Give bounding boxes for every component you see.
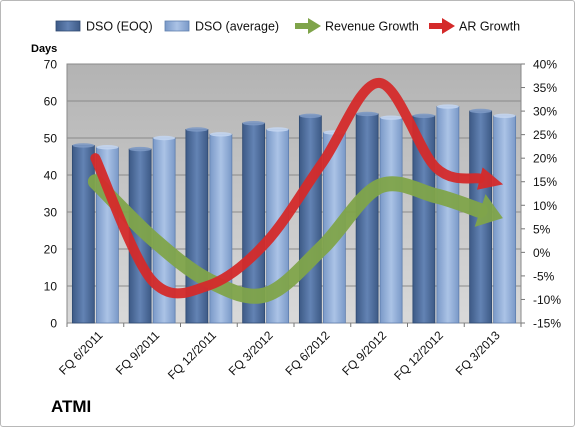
bar-top	[266, 127, 289, 132]
x-tick-label: FQ 9/2011	[113, 328, 163, 378]
y-right-tick-label: 35%	[533, 81, 557, 95]
y-right-tick-label: 30%	[533, 105, 557, 119]
y-left-tick-label: 30	[44, 206, 58, 220]
revenue-growth-curve	[87, 174, 488, 304]
bar-top	[469, 108, 492, 114]
x-tick-label: FQ 6/2012	[283, 328, 333, 378]
bar-top	[153, 135, 176, 141]
bar-dso-eoq	[71, 144, 95, 324]
y-left-tick-label: 70	[44, 58, 58, 72]
bar-top	[436, 104, 459, 109]
y-left-tick-label: 10	[44, 280, 58, 294]
bar-top	[129, 146, 152, 152]
bar-top	[185, 127, 208, 132]
bar-dso-eoq	[355, 113, 379, 324]
y-right-tick-label: -5%	[533, 269, 555, 283]
legend-swatch-dso-average	[164, 20, 190, 32]
bar-dso-eoq	[298, 115, 322, 324]
company-label: ATMI	[51, 397, 92, 416]
y-right-tick-label: 15%	[533, 175, 557, 189]
bar-top	[356, 111, 379, 117]
y-right-tick-label: 5%	[533, 222, 551, 236]
legend-label-revenue-growth: Revenue Growth	[325, 20, 419, 34]
bar-top	[493, 113, 516, 119]
y-right-tick-label: -15%	[533, 317, 561, 331]
y-axis-title: Days	[31, 43, 58, 55]
legend-label-dso-eoq: DSO (EOQ)	[86, 20, 153, 34]
bar-top	[299, 113, 322, 119]
y-left-tick-label: 60	[44, 95, 58, 109]
legend-label-ar-growth: AR Growth	[459, 20, 520, 34]
y-right-tick-label: 20%	[533, 152, 557, 166]
bar-top	[242, 121, 265, 126]
legend-swatch-dso-eoq	[55, 20, 81, 32]
x-tick-label: FQ 3/2012	[226, 328, 276, 378]
bar-top	[96, 145, 119, 150]
y-left-tick-label: 40	[44, 169, 58, 183]
bar-top	[209, 132, 232, 137]
x-tick-label: FQ 9/2012	[339, 328, 389, 378]
y-right-tick-label: 40%	[533, 58, 557, 72]
bar-dso-average	[379, 117, 403, 324]
bar-top	[380, 115, 403, 120]
ar-growth-arrowhead	[477, 167, 504, 190]
bar-dso-average	[436, 106, 460, 324]
y-left-tick-label: 0	[50, 317, 57, 331]
revenue-growth-arrowhead	[474, 194, 503, 227]
bar-top	[412, 113, 435, 119]
y-right-tick-label: -10%	[533, 293, 561, 307]
y-left-tick-label: 50	[44, 132, 58, 146]
legend-arrow-ar-growth	[442, 18, 455, 34]
x-tick-label: FQ 12/2011	[165, 328, 219, 382]
y-right-tick-label: 10%	[533, 199, 557, 213]
y-right-tick-label: 25%	[533, 128, 557, 142]
legend-arrow-revenue-growth	[308, 18, 321, 34]
y-left-tick-label: 20	[44, 243, 58, 257]
bar-top	[72, 143, 95, 148]
x-tick-label: FQ 3/2013	[453, 328, 503, 378]
x-tick-label: FQ 12/2012	[391, 328, 446, 383]
legend-label-dso-average: DSO (average)	[195, 20, 279, 34]
y-right-tick-label: 0%	[533, 246, 551, 260]
x-tick-label: FQ 6/2011	[56, 328, 106, 378]
ar-growth-curve	[90, 77, 485, 299]
